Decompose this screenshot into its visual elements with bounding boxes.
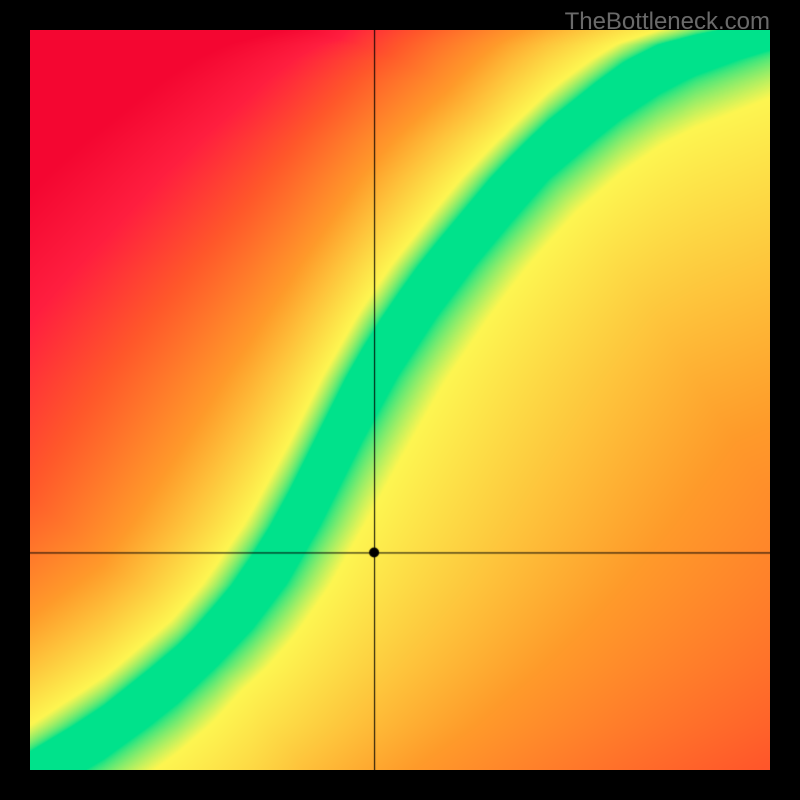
watermark-label: TheBottleneck.com — [565, 8, 770, 36]
chart-container: TheBottleneck.com — [0, 0, 800, 800]
heatmap-canvas — [30, 30, 770, 770]
